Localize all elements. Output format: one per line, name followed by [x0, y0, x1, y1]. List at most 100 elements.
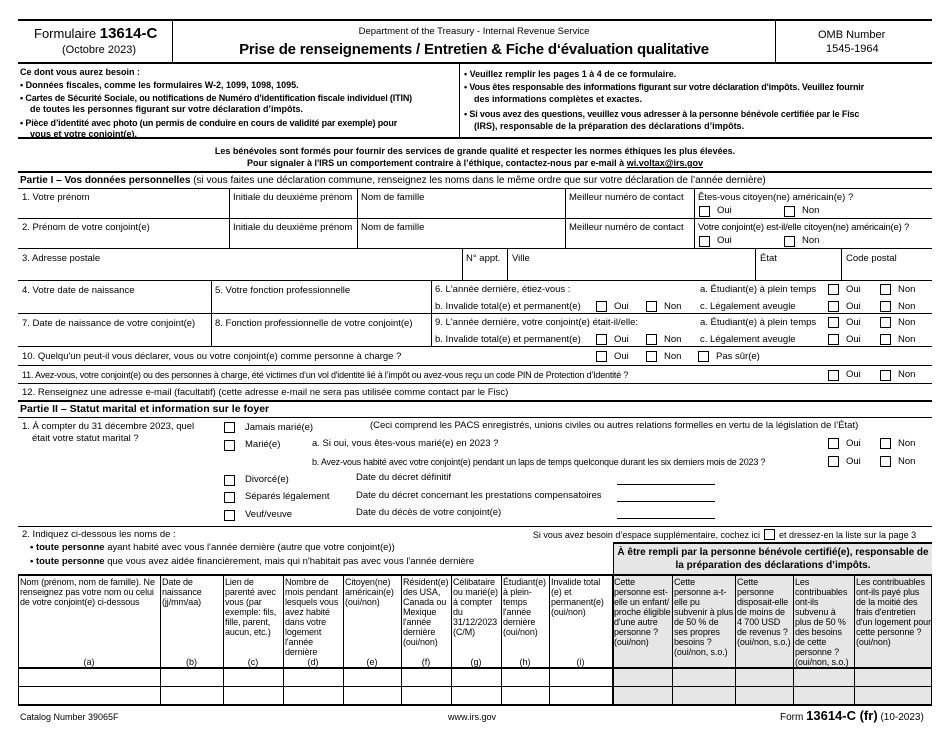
- table-cell-input[interactable]: [673, 669, 735, 685]
- disabled-yes-checkbox[interactable]: [596, 301, 607, 312]
- table-cell-input[interactable]: [452, 687, 501, 703]
- table-cell-input[interactable]: [502, 687, 549, 703]
- spouse-phone-label: Meilleur numéro de contact: [569, 222, 684, 233]
- table-cell-input[interactable]: [161, 669, 223, 685]
- yes-label: Oui: [717, 235, 732, 246]
- dependent-no-checkbox[interactable]: [646, 351, 657, 362]
- spouse-student-yes-checkbox[interactable]: [828, 317, 839, 328]
- table-cell-input[interactable]: [19, 669, 160, 685]
- no-label: Non: [898, 301, 916, 312]
- table-cell-input[interactable]: [284, 687, 343, 703]
- household-criteria-2: • toute personne que vous avez aidée fin…: [30, 556, 475, 567]
- table-cell-input[interactable]: [19, 687, 160, 703]
- column-header: Les contribuables ont-ils subvenu à plus…: [795, 577, 849, 667]
- spouse-death-date-field[interactable]: [617, 518, 715, 519]
- yes-label: Oui: [846, 284, 861, 295]
- form-edition: (Octobre 2023): [62, 44, 136, 56]
- yes-label: Oui: [846, 301, 861, 312]
- disabled-label: b. Invalide total(e) et permanent(e): [435, 301, 581, 312]
- spouse-citizen-no-checkbox[interactable]: [784, 236, 795, 247]
- spouse-citizen-question: Votre conjoint(e) est-il/elle citoyen(ne…: [698, 222, 910, 233]
- identity-theft-no-checkbox[interactable]: [880, 370, 891, 381]
- address-label: 3. Adresse postale: [22, 253, 101, 264]
- lived-with-spouse-yes-checkbox[interactable]: [828, 456, 839, 467]
- spouse-blind-no-checkbox[interactable]: [880, 334, 891, 345]
- extra-space-checkbox[interactable]: [764, 529, 775, 540]
- no-label: Non: [898, 284, 916, 295]
- column-divider: [223, 575, 224, 704]
- spouse-citizen-yes-checkbox[interactable]: [699, 236, 710, 247]
- table-cell-input[interactable]: [402, 669, 451, 685]
- blind-no-checkbox[interactable]: [880, 301, 891, 312]
- spouse-disabled-yes-checkbox[interactable]: [596, 334, 607, 345]
- agency: Department of the Treasury - Internal Re…: [358, 26, 590, 37]
- divorced-checkbox[interactable]: [224, 475, 235, 486]
- lived-with-spouse-no-checkbox[interactable]: [880, 456, 891, 467]
- table-cell-input[interactable]: [161, 687, 223, 703]
- no-label: Non: [898, 334, 916, 345]
- column-letter: (c): [247, 657, 259, 667]
- married-checkbox[interactable]: [224, 440, 235, 451]
- table-cell-input[interactable]: [344, 687, 401, 703]
- table-cell-input[interactable]: [550, 687, 612, 703]
- spouse-blind-yes-checkbox[interactable]: [828, 334, 839, 345]
- married-2023-no-checkbox[interactable]: [880, 438, 891, 449]
- instruction: • Veuillez remplir les pages 1 à 4 de ce…: [464, 69, 677, 79]
- married-label: Marié(e): [245, 439, 281, 450]
- column-divider: [501, 575, 502, 704]
- dependent-not-sure-checkbox[interactable]: [698, 351, 709, 362]
- ethics-email-link[interactable]: wi.voltax@irs.gov: [626, 158, 704, 168]
- spouse-job-label: 8. Fonction professionnelle de votre con…: [215, 318, 413, 329]
- citizen-no-checkbox[interactable]: [784, 206, 795, 217]
- disabled-no-checkbox[interactable]: [646, 301, 657, 312]
- instruction: des informations complètes et exactes.: [474, 94, 643, 104]
- no-label: Non: [898, 456, 916, 467]
- table-cell-input[interactable]: [224, 687, 283, 703]
- column-letter: (f): [421, 657, 431, 667]
- widowed-checkbox[interactable]: [224, 510, 235, 521]
- table-cell-input[interactable]: [736, 687, 793, 703]
- spouse-death-date-label: Date du décès de votre conjoint(e): [356, 507, 502, 518]
- column-divider: [549, 575, 550, 704]
- table-cell-input[interactable]: [855, 687, 932, 703]
- column-letter: (b): [186, 657, 197, 667]
- spouse-middle-initial-label: Initiale du deuxième prénom: [233, 222, 353, 233]
- table-cell-input[interactable]: [284, 669, 343, 685]
- table-cell-input[interactable]: [855, 669, 932, 685]
- table-cell-input[interactable]: [613, 687, 672, 703]
- table-cell-input[interactable]: [224, 669, 283, 685]
- column-header: Les contribuables ont-ils payé plus de l…: [856, 577, 931, 647]
- blind-label: c. Légalement aveugle: [700, 301, 796, 312]
- spouse-dob-label: 7. Date de naissance de votre conjoint(e…: [22, 318, 196, 329]
- table-cell-input[interactable]: [402, 687, 451, 703]
- never-married-checkbox[interactable]: [224, 422, 235, 433]
- student-no-checkbox[interactable]: [880, 284, 891, 295]
- blind-yes-checkbox[interactable]: [828, 301, 839, 312]
- table-cell-input[interactable]: [452, 669, 501, 685]
- married-2023-yes-checkbox[interactable]: [828, 438, 839, 449]
- dependent-yes-checkbox[interactable]: [596, 351, 607, 362]
- yes-label: Oui: [846, 456, 861, 467]
- separation-date-field[interactable]: [617, 501, 715, 502]
- table-cell-input[interactable]: [344, 669, 401, 685]
- irs-url[interactable]: www.irs.gov: [448, 712, 497, 722]
- spouse-disabled-no-checkbox[interactable]: [646, 334, 657, 345]
- table-cell-input[interactable]: [502, 669, 549, 685]
- table-cell-input[interactable]: [794, 687, 854, 703]
- volunteer-section-background: [613, 542, 932, 704]
- separated-checkbox[interactable]: [224, 492, 235, 503]
- citizen-yes-checkbox[interactable]: [699, 206, 710, 217]
- table-cell-input[interactable]: [550, 669, 612, 685]
- table-cell-input[interactable]: [613, 669, 672, 685]
- student-yes-checkbox[interactable]: [828, 284, 839, 295]
- volunteer-section-title: À être rempli par la personne bénévole c…: [617, 547, 929, 571]
- divorce-date-field[interactable]: [617, 484, 715, 485]
- spouse-student-no-checkbox[interactable]: [880, 317, 891, 328]
- needs-item: • Cartes de Sécurité Sociale, ou notific…: [20, 93, 413, 103]
- q10-label: 10. Quelqu'un peut-il vous déclarer, vou…: [22, 351, 402, 362]
- never-married-label: Jamais marié(e): [245, 422, 314, 433]
- identity-theft-yes-checkbox[interactable]: [828, 370, 839, 381]
- table-cell-input[interactable]: [794, 669, 854, 685]
- table-cell-input[interactable]: [673, 687, 735, 703]
- table-cell-input[interactable]: [736, 669, 793, 685]
